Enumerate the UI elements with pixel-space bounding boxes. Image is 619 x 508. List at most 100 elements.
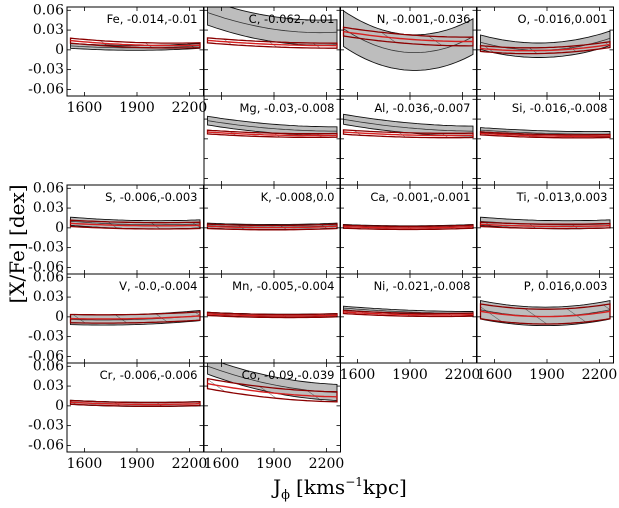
- panel-ni: Ni, -0.021,-0.008: [339, 273, 477, 364]
- panel-o: O, -0.016,0.001: [476, 6, 614, 97]
- gray-band-mid: [207, 120, 338, 132]
- panel-group: Fe, -0.014,-0.01 0.06 0.03 0 -0.03 -0.06 C, -0…: [28, 2, 618, 472]
- panel-o-bands: [479, 30, 611, 58]
- red-band-mid: [70, 39, 201, 47]
- panel-v: V, -0.0,-0.004 0.06 0.03 0 -0.03 -0.06: [28, 269, 204, 364]
- red-band-mid: [207, 382, 338, 398]
- panel-v-bands: [69, 310, 201, 326]
- panel-ca-bands: [342, 224, 474, 231]
- red-band-mid: [207, 313, 338, 317]
- x-tick-label: 1900: [529, 367, 565, 383]
- x-tick-label: 1600: [204, 456, 240, 472]
- panel-title: Ti, -0.013,0.003: [516, 190, 608, 204]
- y-tick-label: 0: [55, 309, 64, 325]
- red-band-mid: [343, 30, 473, 43]
- panel-p: P, 0.016,0.003: [476, 273, 614, 364]
- panel-ca: Ca, -0.001,-0.001: [339, 184, 477, 275]
- red-band-mid: [343, 131, 474, 137]
- x-tick-label: 2200: [582, 367, 618, 383]
- gray-band-mid: [480, 129, 611, 135]
- x-tick-label: 1600: [67, 100, 103, 116]
- panel-fe: Fe, -0.014,-0.01 0.06 0.03 0 -0.03 -0.06: [28, 2, 204, 97]
- panel-mg: Mg, -0.03,-0.008: [203, 95, 341, 186]
- axis-title-group: [X/Fe] [dex] Jϕ [kms−1kpc]: [5, 184, 407, 503]
- panel-title: S, -0.006,-0.003: [105, 190, 197, 204]
- panel-title: Cr, -0.006,-0.006: [100, 368, 198, 382]
- x-tick-label: 1600: [67, 456, 103, 472]
- panel-title: O, -0.016,0.001: [517, 12, 607, 26]
- y-tick-label: 0.06: [33, 358, 64, 374]
- panel-mn: Mn, -0.005,-0.004: [203, 273, 341, 364]
- x-tick-label: 1900: [392, 367, 428, 383]
- panel-title: Al, -0.036,-0.007: [374, 101, 470, 115]
- panel-al: Al, -0.036,-0.007: [339, 95, 477, 186]
- panel-n: N, -0.001,-0.036: [339, 6, 477, 97]
- y-tick-label: 0.03: [33, 200, 64, 216]
- red-band: [69, 219, 201, 230]
- red-band-mid: [70, 315, 201, 320]
- panel-title: N, -0.001,-0.036: [377, 12, 471, 26]
- y-axis-title: [X/Fe] [dex]: [5, 184, 29, 303]
- y-tick-label: 0.03: [33, 22, 64, 38]
- y-tick-label: -0.06: [28, 348, 64, 364]
- x-tick-label: 2200: [309, 456, 345, 472]
- y-tick-label: 0.06: [33, 180, 64, 196]
- red-band-mid: [70, 222, 201, 227]
- y-tick-label: -0.06: [28, 259, 64, 275]
- panel-title: Mn, -0.005,-0.004: [232, 279, 334, 293]
- y-tick-label: -0.06: [28, 81, 64, 97]
- x-tick-label: 1900: [119, 100, 155, 116]
- y-tick-label: 0.06: [33, 269, 64, 285]
- panel-s: S, -0.006,-0.003 0.06 0.03 0 -0.03 -0.06: [28, 180, 204, 275]
- x-tick-label: 2200: [172, 100, 208, 116]
- panel-frame: [203, 362, 341, 453]
- panel-ti-bands: [479, 216, 611, 230]
- y-tick-label: -0.03: [28, 62, 64, 78]
- y-tick-label: 0.03: [33, 378, 64, 394]
- red-band-mid: [343, 311, 474, 316]
- y-tick-label: -0.03: [28, 240, 64, 256]
- red-band-mid: [480, 310, 611, 318]
- panel-title: Ca, -0.001,-0.001: [370, 190, 470, 204]
- y-tick-label: 0.03: [33, 289, 64, 305]
- panel-co: Co, -0.09,-0.039: [203, 362, 341, 453]
- panel-title: Co, -0.09,-0.039: [242, 368, 335, 382]
- panel-k: K, -0.008,0.0: [203, 184, 341, 275]
- red-band-mid: [207, 131, 338, 137]
- red-band-mid: [480, 132, 611, 137]
- y-tick-label: -0.03: [28, 418, 64, 434]
- y-tick-label: -0.03: [28, 329, 64, 345]
- red-band-mid: [480, 223, 611, 228]
- x-tick-label: 1900: [119, 456, 155, 472]
- y-tick-label: 0: [55, 42, 64, 58]
- panel-title: Si, -0.016,-0.008: [512, 101, 608, 115]
- red-band-mid: [207, 225, 338, 229]
- panel-title: P, 0.016,0.003: [524, 279, 608, 293]
- y-tick-label: 0: [55, 220, 64, 236]
- panel-frame: [476, 273, 614, 364]
- panel-p-bands: [479, 300, 611, 327]
- panel-s-bands: [69, 216, 201, 230]
- panel-cr: Cr, -0.006,-0.006 0.06 0.03 0 -0.03 -0.06: [28, 358, 204, 453]
- panel-ni-bands: [342, 305, 474, 318]
- x-tick-label: 2200: [172, 456, 208, 472]
- panel-co-bands: [206, 363, 338, 403]
- panel-si: Si, -0.016,-0.008: [476, 95, 614, 186]
- panel-n-bands: [342, 10, 474, 71]
- panel-title: C, -0.062,-0.01: [249, 12, 335, 26]
- red-band-mid: [343, 225, 474, 229]
- y-tick-label: 0: [55, 398, 64, 414]
- x-tick-label: 1900: [256, 456, 292, 472]
- gray-band-mid: [343, 118, 474, 132]
- panel-title: V, -0.0,-0.004: [119, 279, 197, 293]
- panel-cr-bands: [69, 399, 201, 408]
- panel-title: Ni, -0.021,-0.008: [374, 279, 471, 293]
- y-tick-label: 0.06: [33, 2, 64, 18]
- panel-fe-bands: [69, 37, 201, 51]
- panel-title: Fe, -0.014,-0.01: [107, 12, 198, 26]
- red-band: [69, 311, 201, 324]
- x-tick-label: 2200: [445, 367, 481, 383]
- panel-title: K, -0.008,0.0: [261, 190, 335, 204]
- red-band-mid: [480, 43, 611, 52]
